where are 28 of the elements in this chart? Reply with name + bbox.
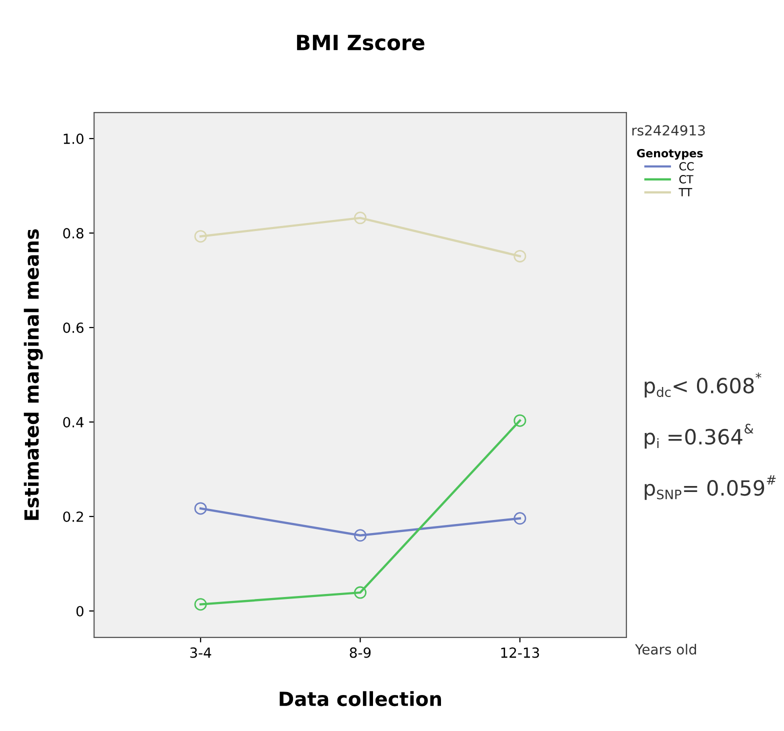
point [354,212,366,224]
y-axis-title: Estimated marginal means [24,229,43,520]
y-tick-label: 0.4 [63,416,84,428]
y-tick-label: 0.8 [63,228,84,239]
text: rs2424913 [632,125,705,136]
point [194,502,207,515]
text: pi =0.364& [644,424,754,449]
x-tick-label: 8-9 [350,647,371,658]
point [514,250,526,262]
y-tick-label: 0.6 [63,322,84,333]
legend-label: CT [679,175,694,184]
point [514,414,526,427]
y-tick-label: 0 [76,606,84,616]
y-tick-label: 1.0 [64,134,84,144]
y-tick-label: 0.2 [63,511,83,522]
legend-title: Genotypes [636,149,703,160]
point [514,512,526,525]
legend-label: TT [678,188,692,196]
point [194,230,207,243]
x-axis-title: Data collection [280,691,441,706]
x-tick-label: 3-4 [190,647,212,658]
point [354,586,366,599]
text: Years old [635,644,696,655]
legend-label: CC [679,162,694,170]
x-tick-label: 12-13 [501,647,539,658]
point [194,598,207,611]
chart-title: BMI Zscore [297,34,424,50]
point [354,529,366,542]
